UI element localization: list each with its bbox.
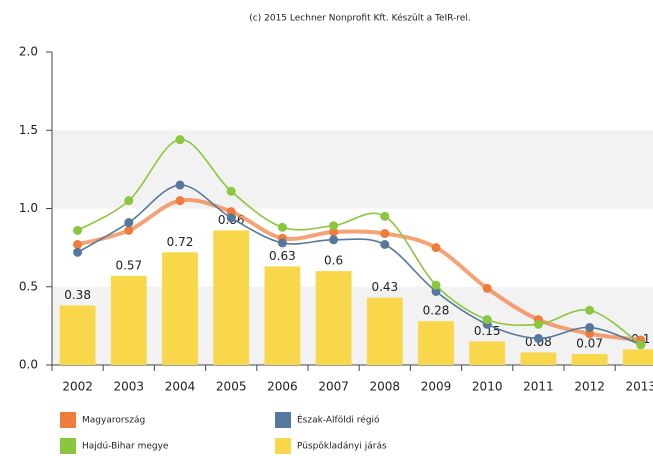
point	[380, 239, 390, 249]
point	[585, 329, 595, 339]
x-tick-label: 2007	[318, 380, 349, 394]
x-tick-label: 2009	[421, 380, 452, 394]
point	[124, 225, 134, 235]
point	[226, 186, 236, 196]
bar	[418, 321, 454, 365]
y-tick-label: 0.0	[19, 358, 38, 372]
point	[585, 305, 595, 315]
point	[175, 180, 185, 190]
point	[636, 340, 646, 350]
x-tick-label: 2005	[216, 380, 247, 394]
bar	[59, 305, 96, 365]
point	[73, 225, 83, 235]
point	[482, 283, 492, 293]
data-label: 0.63	[269, 249, 296, 263]
point	[226, 213, 236, 223]
bar	[469, 341, 506, 365]
y-tick-label: 1.5	[19, 123, 38, 137]
plot-band	[52, 130, 653, 209]
point	[329, 235, 339, 245]
bar	[213, 230, 250, 365]
point	[380, 229, 390, 239]
point	[124, 196, 134, 206]
x-tick-label: 2011	[523, 380, 554, 394]
bar	[520, 352, 557, 365]
x-tick-label: 2003	[114, 380, 145, 394]
data-label: 0.6	[324, 254, 343, 268]
data-label: 0.72	[167, 235, 194, 249]
point	[175, 135, 185, 145]
point	[431, 243, 441, 253]
bar	[110, 275, 147, 365]
legend-swatch	[60, 412, 76, 428]
point	[431, 280, 441, 290]
data-label: 0.07	[576, 337, 603, 351]
x-tick-label: 2012	[574, 380, 605, 394]
point	[124, 218, 134, 228]
legend-swatch	[275, 438, 291, 454]
data-label: 0.38	[64, 288, 91, 302]
bar	[622, 349, 653, 365]
point	[277, 222, 287, 232]
y-tick-label: 2.0	[19, 45, 38, 59]
bar	[366, 297, 403, 365]
bar	[571, 354, 608, 365]
data-label: 0.57	[115, 258, 142, 272]
bar	[162, 252, 198, 365]
legend-swatch	[275, 412, 291, 428]
point	[329, 227, 339, 237]
legend-label: Észak-Alföldi régió	[297, 414, 380, 426]
legend-swatch	[60, 438, 76, 454]
y-tick-label: 1.0	[19, 201, 38, 215]
data-label: 0.43	[371, 280, 398, 294]
point	[175, 196, 185, 206]
point	[533, 319, 543, 329]
x-tick-label: 2004	[165, 380, 196, 394]
point	[73, 247, 83, 257]
x-tick-label: 2008	[370, 380, 401, 394]
legend-label: Hajdú-Bihar megye	[82, 442, 169, 452]
legend-label: Püspökladányi járás	[297, 442, 387, 452]
legend-label: Magyarország	[82, 416, 145, 426]
point	[533, 333, 543, 343]
point	[380, 211, 390, 221]
point	[482, 315, 492, 325]
chart-title: (c) 2015 Lechner Nonprofit Kft. Készült …	[249, 13, 470, 24]
bar	[264, 266, 301, 365]
point	[226, 207, 236, 217]
y-tick-label: 0.5	[19, 279, 38, 293]
data-label: 0.28	[423, 304, 450, 318]
point	[329, 221, 339, 231]
x-tick-label: 2013	[626, 380, 653, 394]
point	[277, 238, 287, 248]
x-tick-label: 2006	[267, 380, 298, 394]
point	[431, 286, 441, 296]
x-tick-label: 2002	[62, 380, 93, 394]
point	[73, 239, 83, 249]
point	[585, 322, 595, 332]
x-tick-label: 2010	[472, 380, 503, 394]
bar	[315, 271, 352, 365]
